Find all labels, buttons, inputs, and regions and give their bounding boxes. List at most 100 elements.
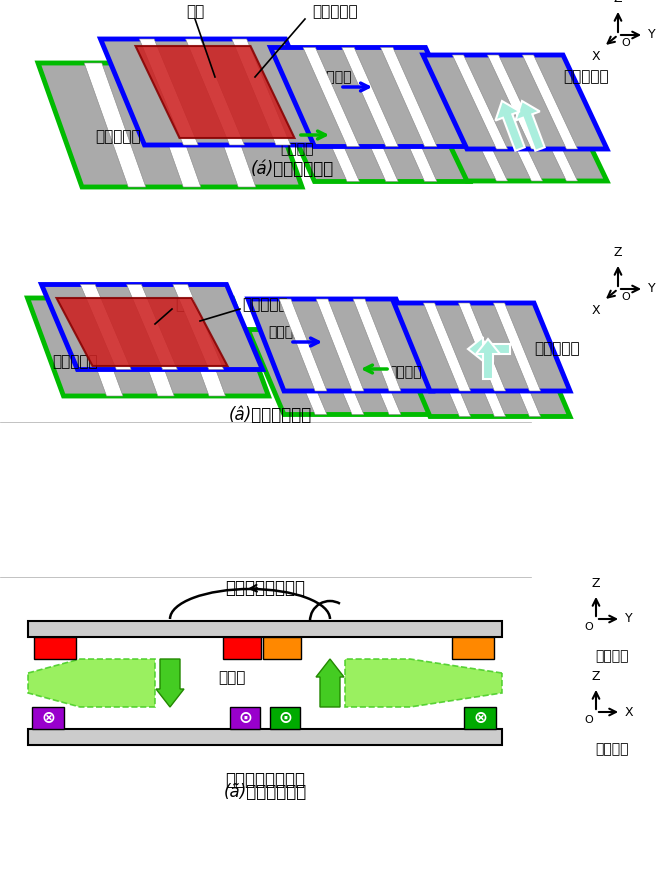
Bar [464, 707, 496, 729]
Bar [263, 637, 301, 659]
Bar [28, 621, 502, 637]
Bar [32, 707, 64, 729]
Text: 横向布置: 横向布置 [595, 742, 629, 756]
Polygon shape [139, 39, 198, 145]
Polygon shape [380, 82, 437, 182]
Text: Y: Y [625, 612, 633, 625]
Polygon shape [342, 47, 398, 146]
Polygon shape [122, 298, 174, 396]
Text: 主磁通: 主磁通 [218, 671, 246, 686]
Polygon shape [248, 330, 432, 415]
Polygon shape [139, 63, 201, 187]
Polygon shape [84, 63, 146, 187]
Text: ⊙: ⊙ [278, 709, 292, 727]
Text: (á)横向布置结构: (á)横向布置结构 [250, 160, 333, 178]
Text: Z: Z [614, 246, 622, 259]
Polygon shape [458, 303, 505, 391]
Polygon shape [303, 47, 359, 146]
Polygon shape [515, 101, 544, 151]
Polygon shape [394, 303, 570, 391]
Polygon shape [452, 55, 507, 149]
Polygon shape [56, 298, 228, 366]
Bar [452, 637, 494, 659]
Polygon shape [380, 47, 437, 146]
Text: 磁心: 磁心 [186, 4, 204, 19]
Polygon shape [27, 298, 268, 396]
Text: 主磁通方向: 主磁通方向 [563, 69, 609, 84]
Polygon shape [70, 298, 123, 396]
Polygon shape [194, 63, 256, 187]
Bar [230, 707, 260, 729]
Text: 电流方向: 电流方向 [268, 325, 301, 339]
Text: 接收端线圈: 接收端线圈 [242, 297, 288, 312]
Text: Z: Z [614, 0, 622, 5]
Text: 磁心: 磁心 [175, 297, 193, 312]
Polygon shape [342, 82, 398, 182]
Polygon shape [100, 39, 329, 145]
Bar [28, 729, 502, 745]
Text: 发射端线圈: 发射端线圈 [95, 130, 141, 145]
Text: O: O [621, 38, 629, 48]
Polygon shape [424, 303, 471, 391]
Text: X: X [625, 705, 633, 718]
Polygon shape [279, 299, 327, 391]
Polygon shape [452, 89, 507, 181]
Text: 发射端磁心和线圈: 发射端磁心和线圈 [225, 771, 305, 789]
Polygon shape [458, 332, 505, 417]
Text: O: O [584, 622, 593, 632]
Text: 电流方向: 电流方向 [388, 365, 422, 379]
Text: ⊗: ⊗ [41, 709, 55, 727]
Polygon shape [173, 298, 226, 396]
Polygon shape [270, 82, 469, 182]
Polygon shape [487, 89, 542, 181]
Polygon shape [523, 89, 578, 181]
Text: 主磁通方向: 主磁通方向 [534, 341, 580, 356]
Polygon shape [493, 332, 540, 417]
Polygon shape [316, 330, 364, 415]
Polygon shape [41, 284, 262, 369]
Polygon shape [270, 47, 469, 146]
Text: 接收端磁心和线圈: 接收端磁心和线圈 [225, 579, 305, 597]
Polygon shape [303, 82, 359, 182]
Polygon shape [28, 659, 155, 707]
Text: (ã)主磁通示意图: (ã)主磁通示意图 [223, 783, 307, 801]
Text: 电流方向: 电流方向 [280, 142, 313, 156]
Text: Y: Y [648, 282, 655, 296]
Polygon shape [353, 299, 401, 391]
Polygon shape [248, 299, 432, 391]
Polygon shape [232, 39, 291, 145]
Text: O: O [584, 715, 593, 725]
Polygon shape [156, 659, 184, 707]
Polygon shape [476, 339, 500, 379]
Text: Y: Y [648, 28, 655, 41]
Text: ⊗: ⊗ [473, 709, 487, 727]
Polygon shape [38, 63, 302, 187]
Polygon shape [424, 332, 471, 417]
Text: 发射端线圈: 发射端线圈 [52, 354, 98, 369]
Polygon shape [487, 55, 542, 149]
Polygon shape [173, 284, 224, 369]
Polygon shape [127, 284, 177, 369]
Polygon shape [316, 299, 364, 391]
Text: X: X [592, 303, 601, 317]
Polygon shape [316, 659, 344, 707]
Text: ⊙: ⊙ [238, 709, 252, 727]
Polygon shape [493, 303, 540, 391]
Bar [223, 637, 261, 659]
Text: (â)纵向布置结构: (â)纵向布置结构 [228, 406, 311, 424]
Polygon shape [186, 39, 244, 145]
Polygon shape [394, 332, 570, 417]
Bar [270, 707, 300, 729]
Text: O: O [621, 292, 629, 302]
Text: Z: Z [592, 577, 600, 590]
Text: 接收端线圈: 接收端线圈 [312, 4, 358, 19]
Polygon shape [523, 55, 578, 149]
Text: 纵向布置: 纵向布置 [595, 649, 629, 663]
Bar [34, 637, 76, 659]
Polygon shape [353, 330, 401, 415]
Polygon shape [135, 46, 295, 138]
Polygon shape [345, 659, 502, 707]
Polygon shape [495, 101, 525, 151]
Text: X: X [592, 50, 601, 62]
Polygon shape [279, 330, 327, 415]
